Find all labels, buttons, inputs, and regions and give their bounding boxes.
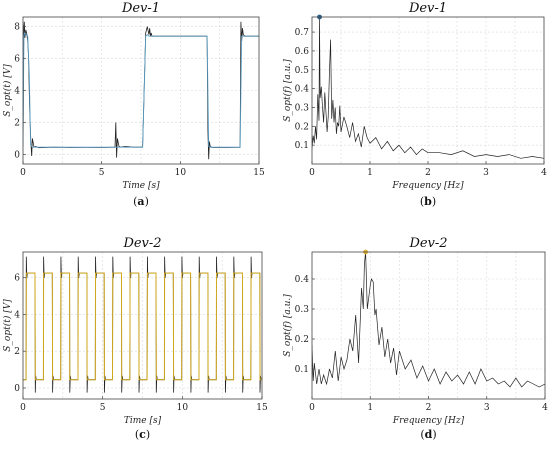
series-line-1 xyxy=(312,16,544,159)
y-tick-label: 4 xyxy=(14,310,20,320)
y-tick-label: 0.3 xyxy=(295,305,310,315)
y-tick-label: 6 xyxy=(14,55,20,65)
chart-title: Dev-2 xyxy=(122,236,161,251)
x-tick-label: 2 xyxy=(426,403,432,413)
x-tick-label: 0 xyxy=(309,403,315,413)
chart-panel-b: 0 1 2 3 4 0.1 0.2 0.3 0.4 0.5 0.6 0.7 Dev-1 Frequency… xyxy=(282,1,547,208)
y-tick-label: 0 xyxy=(14,150,20,160)
y-tick-label: 0.1 xyxy=(295,365,309,375)
x-tick-label: 0 xyxy=(20,403,26,413)
panel-caption: (d) xyxy=(420,428,436,441)
y-axis-label: S_opt(t) [V] xyxy=(2,64,13,117)
x-tick-label: 3 xyxy=(484,403,490,413)
x-tick-label: 4 xyxy=(542,403,548,413)
x-tick-label: 4 xyxy=(541,168,547,178)
y-tick-label: 0.2 xyxy=(295,335,309,345)
series-line-1 xyxy=(312,251,545,388)
y-tick-label: 0.2 xyxy=(295,122,309,132)
y-axis-label: S_opt(f) [a.u.] xyxy=(282,59,293,122)
y-axis-label: S_opt(t) [V] xyxy=(2,299,13,352)
x-tick-label: 15 xyxy=(256,403,268,413)
x-axis-label: Time [s] xyxy=(122,181,160,191)
y-tick-label: 8 xyxy=(14,23,20,33)
series-line-2 xyxy=(23,272,262,381)
y-tick-label: 6 xyxy=(14,274,20,284)
x-axis-label: Frequency [Hz] xyxy=(392,416,465,426)
y-tick-label: 2 xyxy=(14,118,20,128)
y-tick-label: 0.3 xyxy=(295,103,310,113)
x-tick-label: 10 xyxy=(177,403,189,413)
x-tick-label: 5 xyxy=(100,403,106,413)
chart-panel-c: 0 5 10 15 0 2 4 6 Dev-2 Time [s] S_opt(t) [V] (c) xyxy=(2,236,268,441)
chart-title: Dev-2 xyxy=(408,236,447,251)
chart-title: Dev-1 xyxy=(408,1,447,16)
series-line-2 xyxy=(23,32,259,148)
chart-panel-d: 0 1 2 3 4 0.1 0.2 0.3 0.4 Dev-2 Frequency [Hz] S_op… xyxy=(282,236,548,441)
x-tick-label: 1 xyxy=(367,168,373,178)
y-axis-label: S_opt(f) [a.u.] xyxy=(282,294,293,357)
x-axis-label: Time [s] xyxy=(124,416,162,426)
y-tick-label: 0.1 xyxy=(295,141,309,151)
chart-panel-a: 0 5 10 15 0 2 4 6 8 Dev-1 Time [s] S_opt(t) [V] (a) xyxy=(2,1,265,208)
y-tick-label: 0.5 xyxy=(295,66,310,76)
y-tick-label: 0.6 xyxy=(295,47,310,57)
x-tick-label: 0 xyxy=(20,168,26,178)
panel-caption: (b) xyxy=(420,195,436,208)
y-tick-label: 2 xyxy=(14,347,20,357)
plot-frame xyxy=(22,251,263,400)
panel-caption: (a) xyxy=(133,195,149,208)
x-axis-label: Frequency [Hz] xyxy=(391,181,464,191)
y-tick-label: 0 xyxy=(14,384,20,394)
x-tick-label: 2 xyxy=(425,168,431,178)
y-tick-label: 0.4 xyxy=(295,85,310,95)
panel-caption: (c) xyxy=(135,428,150,441)
x-tick-label: 3 xyxy=(483,168,489,178)
y-tick-label: 0.7 xyxy=(295,28,310,38)
x-tick-label: 5 xyxy=(99,168,105,178)
x-tick-label: 15 xyxy=(253,168,265,178)
x-tick-label: 1 xyxy=(367,403,373,413)
y-tick-label: 4 xyxy=(14,87,20,97)
chart-title: Dev-1 xyxy=(121,1,160,16)
x-tick-label: 0 xyxy=(309,168,315,178)
x-tick-label: 10 xyxy=(175,168,187,178)
y-tick-label: 0.4 xyxy=(295,275,310,285)
